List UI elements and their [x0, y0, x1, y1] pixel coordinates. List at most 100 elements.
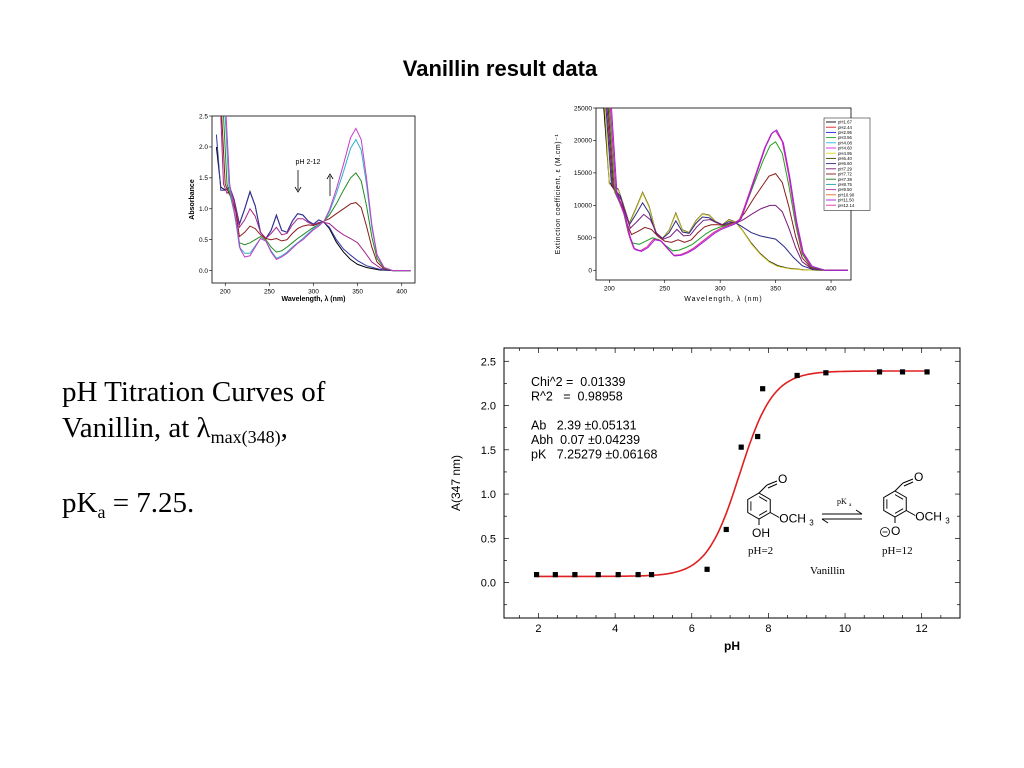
x-tick-label: 300 [715, 286, 726, 293]
forward-arrow-head [855, 509, 863, 515]
data-point [876, 369, 883, 375]
methoxy-bond [770, 512, 780, 518]
plot-frame [595, 107, 852, 281]
y-tick-label: 2.0 [481, 401, 496, 413]
hydroxy-group: OH [752, 526, 770, 540]
x-tick-label: 400 [396, 289, 407, 296]
x-tick-label: 250 [264, 289, 275, 296]
y-tick-label: 2.5 [481, 356, 496, 368]
caption-prefix: Vanillin, at [62, 412, 197, 444]
x-axis-label: Wavelength, λ (nm) [684, 296, 762, 303]
absorbance-spectra-chart: 200 250 300 350 400 0.0 0.5 1.0 1.5 2.0 2.5 Wavelen… [189, 113, 416, 303]
data-point [794, 372, 800, 379]
spectrum-line [607, 108, 848, 271]
aldehyde-bond [758, 484, 768, 494]
fit-stat-line: Ab 2.39 ±0.05131 [531, 419, 637, 433]
data-point [823, 370, 829, 376]
aldehyde-double-bond [903, 481, 914, 487]
spectrum-line [225, 116, 411, 272]
data-point [615, 572, 621, 578]
legend-label: pH4.95 [838, 151, 852, 156]
y-tick-label: 0.0 [481, 578, 496, 590]
y-tick-label: 20000 [574, 138, 592, 145]
y-tick-label: 2.5 [199, 113, 208, 120]
spectrum-line [609, 108, 848, 271]
data-point [533, 572, 540, 578]
data-point [552, 572, 558, 578]
fit-stat-line: Chi^2 = 0.01339 [531, 375, 626, 389]
legend-label: pH6.60 [838, 161, 852, 166]
y-axis-label: Absorbance [189, 179, 196, 220]
fit-stat-line: Abh 0.07 ±0.04239 [531, 433, 640, 447]
x-tick-label: 300 [308, 289, 319, 296]
spectrum-line [611, 108, 848, 271]
pka-value: = 7.25. [105, 487, 195, 519]
x-tick-label: 250 [659, 286, 670, 293]
left-text-block: pH Titration Curves of Vanillin, at λmax… [62, 374, 402, 530]
legend-label: pH7.29 [838, 166, 852, 171]
aldehyde-bond [894, 482, 904, 492]
legend-label: pH11.50 [838, 198, 855, 203]
x-axis-label: pH [724, 639, 740, 653]
legend-label: pH12.14 [838, 203, 855, 208]
y-tick-label: 1.5 [199, 175, 208, 182]
spectrum-line [605, 108, 848, 271]
reverse-arrow-head [821, 518, 829, 524]
compound-name: Vanillin [810, 565, 845, 577]
data-point [899, 369, 906, 375]
y-tick-label: 0.0 [199, 268, 208, 275]
data-point [635, 572, 641, 578]
y-tick-label: 10000 [574, 203, 592, 210]
x-tick-label: 350 [770, 286, 781, 293]
y-tick-label: 2.0 [199, 144, 208, 151]
y-axis-label: A(347 nm) [449, 455, 463, 511]
x-tick-label: 350 [352, 289, 363, 296]
methoxy-subscript: 3 [945, 517, 950, 526]
down-arrow-head [294, 186, 302, 193]
spectrum-line [608, 108, 848, 271]
negative-charge [880, 527, 890, 537]
y-tick-label: 5000 [578, 235, 593, 242]
y-tick-label: 15000 [574, 170, 592, 177]
legend-label: pH7.72 [838, 172, 852, 177]
data-point [738, 444, 744, 450]
plot-frame [503, 347, 961, 619]
x-tick-label: 10 [839, 623, 851, 635]
data-point [723, 526, 729, 533]
vanillin-structure: O OH OCH 3 [747, 472, 814, 540]
aldehyde-double-bond [766, 480, 778, 486]
series-group [603, 108, 848, 271]
x-tick-label: 12 [916, 623, 928, 635]
legend-label: pH2.44 [838, 125, 852, 130]
pka-result: pKa = 7.25. [62, 485, 402, 530]
spectrum-line [606, 108, 848, 271]
spectrum-line [220, 116, 411, 272]
y-tick-label: 1.5 [481, 445, 496, 457]
series-group [215, 116, 411, 272]
data-point [760, 386, 766, 392]
spectrum-line [604, 108, 848, 271]
plot-frame [211, 115, 416, 284]
titration-curve-chart: 2 4 6 8 10 12 0.0 0.5 1.0 1.5 2.0 2.5 pH A(347 nm) Chi… [449, 347, 961, 653]
y-tick-label: 0.5 [199, 237, 208, 244]
legend-label: pH10.90 [838, 192, 855, 197]
legend-label: pH6.40 [838, 156, 852, 161]
aldehyde-double-bond [902, 478, 914, 484]
lambda-symbol: λ [196, 412, 211, 444]
pka-arrow-subscript: a [849, 502, 852, 508]
data-point [755, 433, 761, 440]
x-tick-label: 2 [535, 623, 541, 635]
pka-label: pK [62, 487, 98, 519]
aldehyde-oxygen: O [778, 472, 787, 486]
spectrum-line [603, 108, 848, 271]
vanillin-phenoxide-structure: O O OCH 3 [880, 470, 950, 538]
legend-label: pH4.60 [838, 146, 852, 151]
lambda-subscript: max(348) [210, 427, 281, 447]
x-tick-label: 4 [612, 623, 618, 635]
legend-label: pH4.08 [838, 140, 852, 145]
spectrum-line [223, 116, 411, 272]
y-tick-label: 1.0 [199, 206, 208, 213]
x-tick-label: 200 [220, 289, 231, 296]
data-point [924, 369, 930, 375]
ring-double-bond [894, 494, 904, 500]
